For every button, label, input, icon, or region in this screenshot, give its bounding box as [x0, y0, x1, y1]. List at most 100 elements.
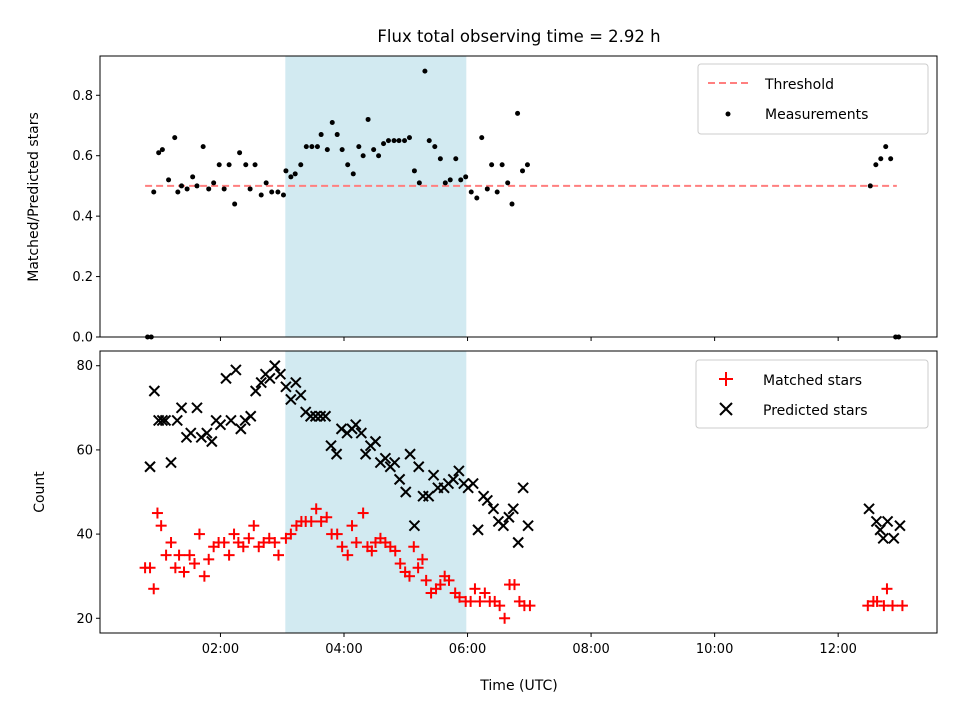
top-legend: Threshold Measurements	[697, 63, 929, 135]
measurement-point	[334, 132, 340, 138]
matched-star-point	[155, 520, 167, 532]
matched-star-point	[336, 541, 348, 553]
matched-star-point	[524, 600, 536, 612]
x-tick-label: 04:00	[325, 642, 362, 657]
measurement-point	[190, 174, 196, 180]
measurement-point	[416, 180, 422, 186]
bottom-y-ticks: 20 40 60 80	[76, 359, 100, 627]
predicted-star-point	[235, 423, 247, 435]
predicted-star-point	[171, 414, 183, 427]
top-y-ticks: 0.0 0.2 0.4 0.6 0.8	[72, 89, 100, 346]
matched-star-point	[160, 549, 172, 561]
matched-star-point	[465, 595, 477, 607]
measurement-point	[211, 180, 217, 186]
legend-threshold-label: Threshold	[764, 77, 834, 93]
predicted-star-point	[877, 532, 889, 545]
y-tick-label: 0.2	[72, 270, 93, 285]
measurement-point	[474, 195, 480, 201]
measurement-point	[159, 147, 165, 153]
measurement-point	[484, 186, 490, 192]
matched-star-point	[862, 600, 874, 612]
predicted-star-point	[453, 465, 465, 477]
predicted-star-point	[447, 473, 460, 486]
measurement-point	[298, 162, 304, 168]
measurement-point	[878, 156, 884, 162]
predicted-star-point	[400, 486, 412, 498]
measurement-point	[329, 119, 335, 125]
measurement-point	[396, 138, 402, 144]
top-legend-box	[697, 63, 929, 135]
measurement-point	[247, 186, 253, 192]
x-axis-label: Time (UTC)	[479, 678, 557, 694]
matched-star-point	[479, 587, 491, 599]
measurement-point	[432, 144, 438, 150]
predicted-star-point	[503, 511, 515, 523]
matched-star-point	[454, 591, 466, 603]
predicted-star-point	[467, 477, 479, 490]
y-tick-label: 0.4	[72, 210, 93, 225]
legend-measurements-label: Measurements	[765, 107, 868, 123]
predicted-star-point	[225, 414, 237, 427]
predicted-star-point	[159, 414, 172, 427]
matched-star-point	[248, 520, 260, 532]
x-tick-label: 08:00	[572, 642, 609, 657]
predicted-star-point	[304, 410, 317, 422]
predicted-star-point	[255, 376, 267, 389]
matched-star-point	[178, 566, 190, 578]
measurement-point	[520, 168, 526, 174]
predicted-star-point	[517, 482, 529, 494]
measurement-point	[172, 135, 178, 141]
matched-star-point	[403, 570, 415, 582]
measurement-point	[151, 189, 157, 195]
measurement-point	[175, 189, 181, 195]
predicted-star-point	[388, 456, 401, 469]
matched-star-point	[269, 537, 281, 549]
predicted-star-point	[144, 461, 156, 473]
predicted-star-point	[309, 410, 322, 422]
matched-star-point	[416, 553, 428, 565]
matched-star-point	[881, 583, 893, 595]
measurement-point	[371, 147, 377, 153]
predicted-star-point	[888, 532, 900, 545]
measurement-point	[468, 189, 474, 195]
predicted-star-point	[522, 519, 534, 532]
top-y-axis-label: Matched/Predicted stars	[26, 112, 42, 282]
matched-legend-swatch	[719, 372, 733, 386]
measurement-point	[221, 186, 227, 192]
predicted-star-point	[206, 435, 218, 448]
measurement-point	[391, 138, 397, 144]
matched-star-point	[228, 528, 240, 540]
measurement-point	[252, 162, 258, 168]
matched-star-point	[469, 583, 481, 595]
matched-star-point	[321, 511, 333, 523]
measurement-point	[303, 144, 309, 150]
predicted-star-point	[148, 385, 161, 397]
y-tick-label: 0.8	[72, 89, 93, 104]
y-tick-label: 0.0	[72, 331, 93, 346]
predicted-star-point	[325, 439, 337, 452]
legend-matched-label: Matched stars	[763, 373, 862, 389]
measurement-point	[453, 156, 459, 162]
predicted-star-point	[285, 393, 297, 406]
matched-star-point	[189, 558, 201, 570]
x-tick-label: 12:00	[819, 642, 856, 657]
y-tick-label: 40	[76, 528, 93, 543]
predicted-star-point	[427, 469, 440, 481]
predicted-star-point	[350, 418, 362, 431]
measurement-point	[442, 180, 448, 186]
measurement-point	[458, 177, 464, 183]
matched-star-point	[394, 558, 406, 570]
measurement-point	[494, 189, 500, 195]
measurement-point	[216, 162, 222, 168]
measurement-point	[489, 162, 495, 168]
predicted-star-point	[497, 519, 510, 532]
predicted-star-point	[330, 448, 343, 460]
matched-star-point	[357, 507, 369, 519]
matched-star-point	[315, 515, 327, 527]
measurement-point	[156, 150, 162, 156]
measurement-point	[402, 138, 408, 144]
matched-star-point	[198, 570, 210, 582]
matched-star-point	[350, 537, 362, 549]
measurement-point	[243, 162, 249, 168]
measurements-legend-swatch	[725, 111, 731, 117]
